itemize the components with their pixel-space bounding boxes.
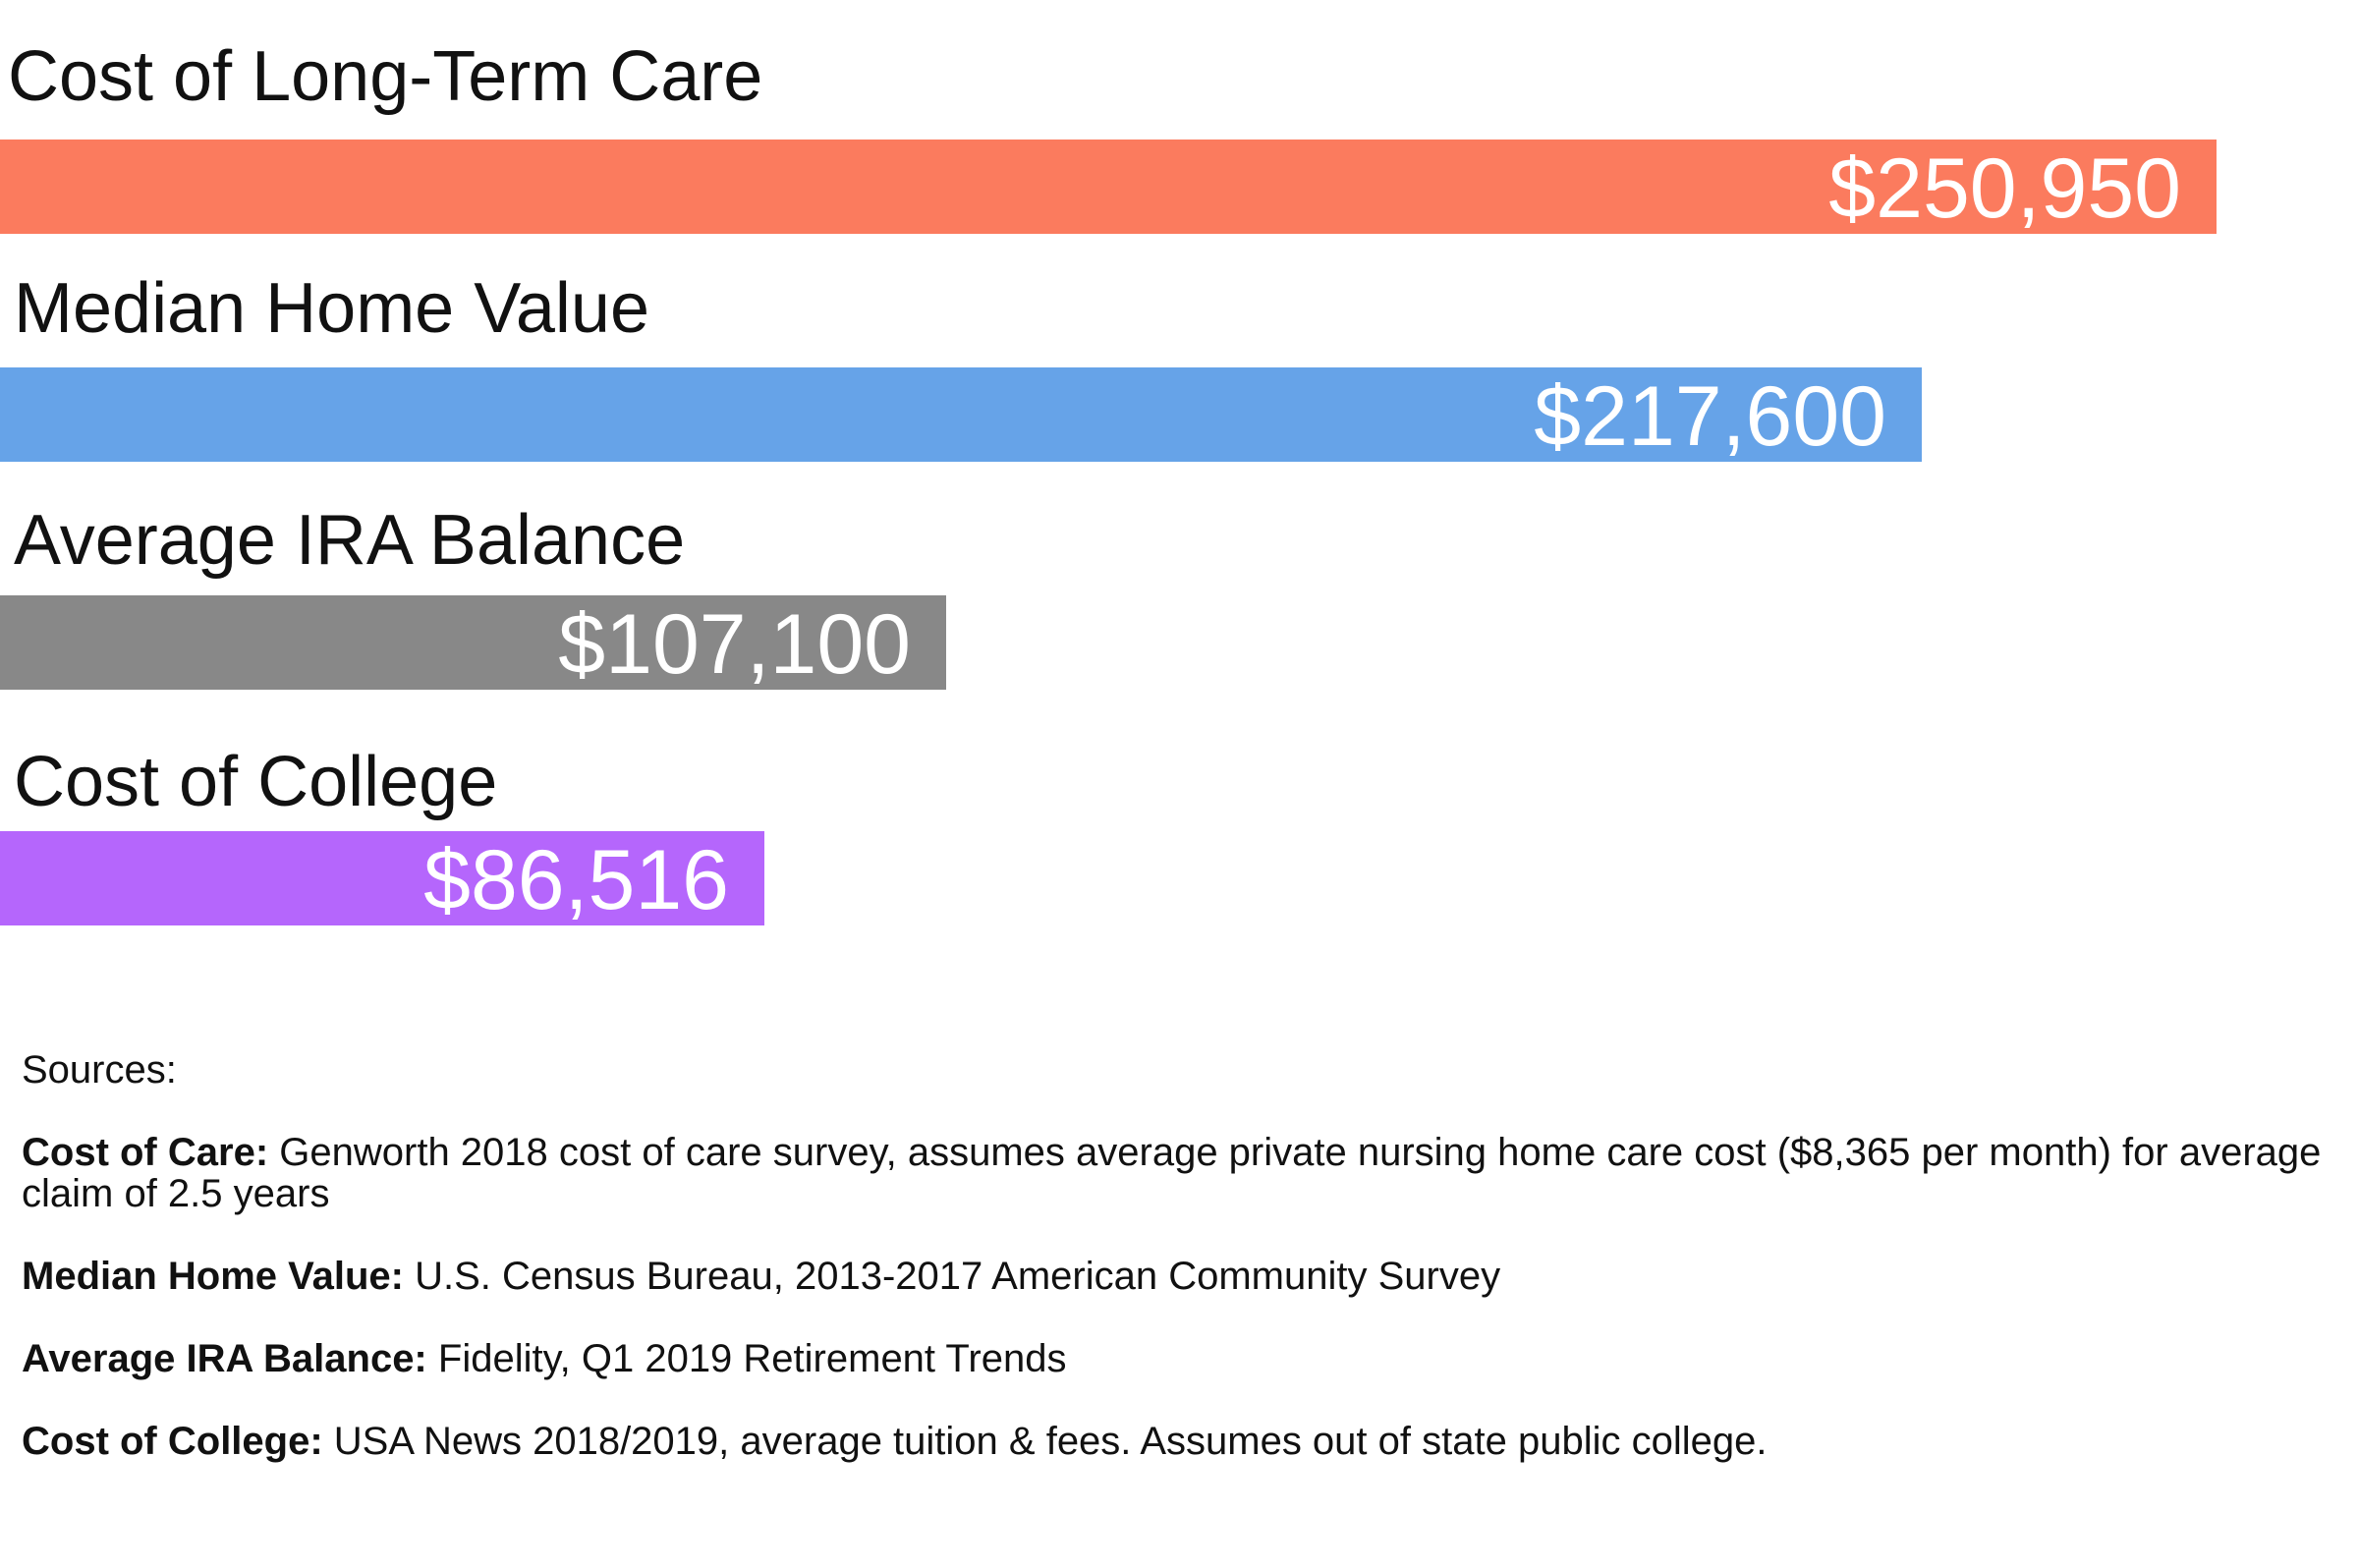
bar: $250,950 <box>0 140 2217 236</box>
source-average-ira-balance: Average IRA Balance: Fidelity, Q1 2019 R… <box>22 1338 2340 1379</box>
bar-value-label: $86,516 <box>423 833 729 927</box>
source-median-home-value: Median Home Value: U.S. Census Bureau, 2… <box>22 1256 2340 1297</box>
bar-chart: Cost of Long-Term Care $250,950 Median Hom… <box>0 37 2217 927</box>
sources-section: Sources: Cost of Care: Genworth 2018 cos… <box>22 1049 2340 1503</box>
bar-value-label: $250,950 <box>1828 141 2181 236</box>
sources-heading: Sources: <box>22 1048 177 1092</box>
category-label: Average IRA Balance <box>14 501 686 580</box>
source-cost-of-care: Cost of Care: Genworth 2018 cost of care… <box>22 1132 2340 1214</box>
category-label: Cost of College <box>14 743 498 821</box>
source-text: Genworth 2018 cost of care survey, assum… <box>22 1131 2322 1215</box>
source-label: Cost of Care: <box>22 1131 269 1174</box>
category-label: Cost of Long-Term Care <box>8 37 763 116</box>
bar: $217,600 <box>0 367 1922 464</box>
category-label: Median Home Value <box>14 269 650 348</box>
bar: $107,100 <box>0 595 946 692</box>
source-label: Average IRA Balance: <box>22 1337 427 1380</box>
source-text: USA News 2018/2019, average tuition & fe… <box>333 1420 1768 1463</box>
source-label: Cost of College: <box>22 1420 323 1463</box>
source-cost-of-college: Cost of College: USA News 2018/2019, ave… <box>22 1421 2340 1462</box>
bar-value-label: $217,600 <box>1534 369 1886 464</box>
bar: $86,516 <box>0 831 764 927</box>
bar-value-label: $107,100 <box>558 597 911 692</box>
source-text: Fidelity, Q1 2019 Retirement Trends <box>437 1337 1067 1380</box>
source-text: U.S. Census Bureau, 2013-2017 American C… <box>415 1255 1501 1298</box>
source-label: Median Home Value: <box>22 1255 404 1298</box>
